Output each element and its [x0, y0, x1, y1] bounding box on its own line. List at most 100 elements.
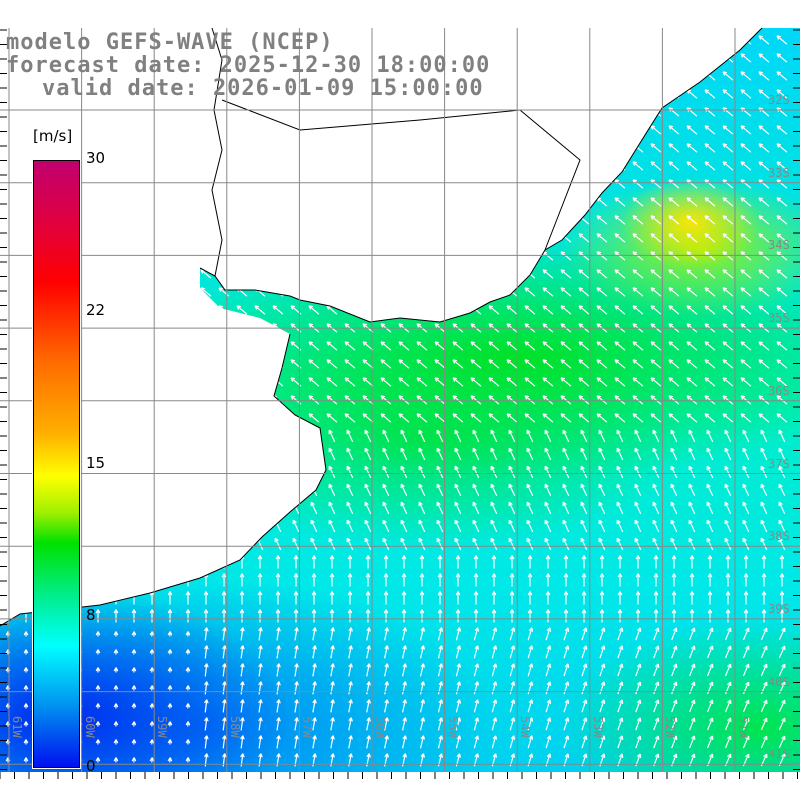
- wind-arrow-icon: [131, 649, 137, 655]
- wind-arrow-icon: [650, 377, 662, 387]
- wind-arrow-icon: [722, 305, 734, 315]
- wind-arrow-icon: [308, 305, 320, 315]
- wind-arrow-icon: [400, 447, 408, 461]
- wind-arrow-icon: [419, 591, 425, 605]
- wind-arrow-icon: [131, 685, 137, 691]
- wind-arrow-icon: [472, 483, 480, 497]
- wind-arrow-icon: [722, 341, 734, 351]
- colorbar-tick: 15: [86, 454, 106, 472]
- wind-arrow-icon: [526, 501, 534, 515]
- wind-arrow-icon: [632, 251, 644, 261]
- wind-arrow-icon: [599, 591, 605, 605]
- wind-arrow-icon: [383, 573, 389, 587]
- wind-arrow-icon: [668, 341, 680, 351]
- wind-arrow-icon: [509, 735, 516, 749]
- wind-arrow-icon: [347, 555, 353, 569]
- wind-arrow-icon: [614, 251, 626, 261]
- wind-arrow-icon: [776, 35, 788, 45]
- wind-arrow-icon: [706, 483, 714, 497]
- wind-arrow-icon: [545, 627, 552, 641]
- wind-arrow-icon: [635, 681, 642, 695]
- wind-arrow-icon: [581, 681, 588, 695]
- wind-arrow-icon: [632, 269, 644, 279]
- wind-arrow-icon: [545, 699, 552, 713]
- wind-arrow-icon: [545, 681, 552, 695]
- wind-arrow-icon: [581, 627, 588, 641]
- wind-arrow-icon: [688, 483, 696, 497]
- wind-arrow-icon: [650, 197, 662, 207]
- wind-arrow-icon: [526, 465, 534, 479]
- wind-arrow-icon: [239, 573, 245, 587]
- wind-arrow-icon: [383, 555, 389, 569]
- wind-arrow-icon: [346, 447, 354, 461]
- wind-arrow-icon: [149, 721, 155, 727]
- wind-arrow-icon: [704, 251, 716, 261]
- wind-arrow-icon: [686, 287, 698, 297]
- wind-arrow-icon: [275, 591, 281, 605]
- wind-arrow-icon: [23, 649, 29, 655]
- wind-arrow-icon: [578, 287, 590, 297]
- wind-arrow-icon: [758, 179, 770, 189]
- wind-arrow-icon: [580, 519, 588, 533]
- wind-arrow-icon: [240, 627, 245, 641]
- wind-arrow-icon: [542, 413, 554, 423]
- wind-arrow-icon: [254, 305, 266, 315]
- wind-arrow-icon: [526, 483, 534, 497]
- wind-arrow-icon: [725, 591, 731, 605]
- wind-arrow-icon: [437, 735, 444, 749]
- longitude-label: 52W: [663, 716, 678, 738]
- wind-arrow-icon: [311, 573, 317, 587]
- wind-arrow-icon: [598, 465, 606, 479]
- wind-arrow-icon: [23, 757, 29, 763]
- wind-arrow-icon: [562, 465, 570, 479]
- colorbar-gradient: [32, 159, 81, 769]
- wind-arrow-icon: [398, 395, 410, 405]
- wind-arrow-icon: [294, 645, 299, 659]
- wind-arrow-icon: [365, 591, 371, 605]
- colorbar-tick: 30: [86, 149, 106, 167]
- wind-arrow-icon: [740, 197, 752, 207]
- wind-arrow-icon: [743, 555, 749, 569]
- wind-arrow-icon: [742, 663, 750, 677]
- wind-arrow-icon: [704, 233, 716, 243]
- wind-arrow-icon: [488, 305, 500, 315]
- wind-arrow-icon: [454, 483, 462, 497]
- wind-arrow-icon: [704, 305, 716, 315]
- wind-arrow-icon: [724, 663, 732, 677]
- wind-arrow-icon: [436, 429, 444, 443]
- wind-arrow-icon: [222, 735, 227, 749]
- wind-arrow-icon: [167, 631, 173, 637]
- wind-arrow-icon: [578, 413, 590, 423]
- wind-arrow-icon: [185, 739, 191, 745]
- wind-arrow-icon: [707, 555, 713, 569]
- wind-arrow-icon: [706, 465, 714, 479]
- wind-arrow-icon: [689, 681, 696, 695]
- wind-arrow-icon: [348, 717, 353, 731]
- wind-arrow-icon: [258, 717, 263, 731]
- wind-arrow-icon: [686, 215, 698, 225]
- latitude-label: 38S: [768, 529, 790, 544]
- wind-arrow-icon: [580, 537, 588, 551]
- wind-arrow-icon: [724, 699, 732, 713]
- wind-arrow-icon: [761, 573, 767, 587]
- wind-arrow-icon: [563, 735, 570, 749]
- wind-arrow-icon: [776, 161, 788, 171]
- wind-arrow-icon: [758, 197, 770, 207]
- wind-arrow-icon: [293, 573, 299, 587]
- wind-arrow-icon: [348, 627, 353, 641]
- wind-arrow-icon: [725, 573, 731, 587]
- wind-arrow-icon: [364, 537, 372, 551]
- wind-arrow-icon: [668, 413, 680, 423]
- wind-arrow-icon: [362, 395, 374, 405]
- wind-arrow-icon: [490, 483, 498, 497]
- wind-arrow-icon: [596, 287, 608, 297]
- wind-arrow-icon: [671, 681, 678, 695]
- wind-arrow-icon: [400, 501, 408, 515]
- wind-arrow-icon: [722, 233, 734, 243]
- wind-arrow-icon: [382, 465, 390, 479]
- wind-arrow-icon: [758, 341, 770, 351]
- wind-arrow-icon: [653, 717, 660, 731]
- wind-arrow-icon: [491, 717, 498, 731]
- wind-arrow-icon: [257, 609, 263, 623]
- wind-arrow-icon: [258, 735, 263, 749]
